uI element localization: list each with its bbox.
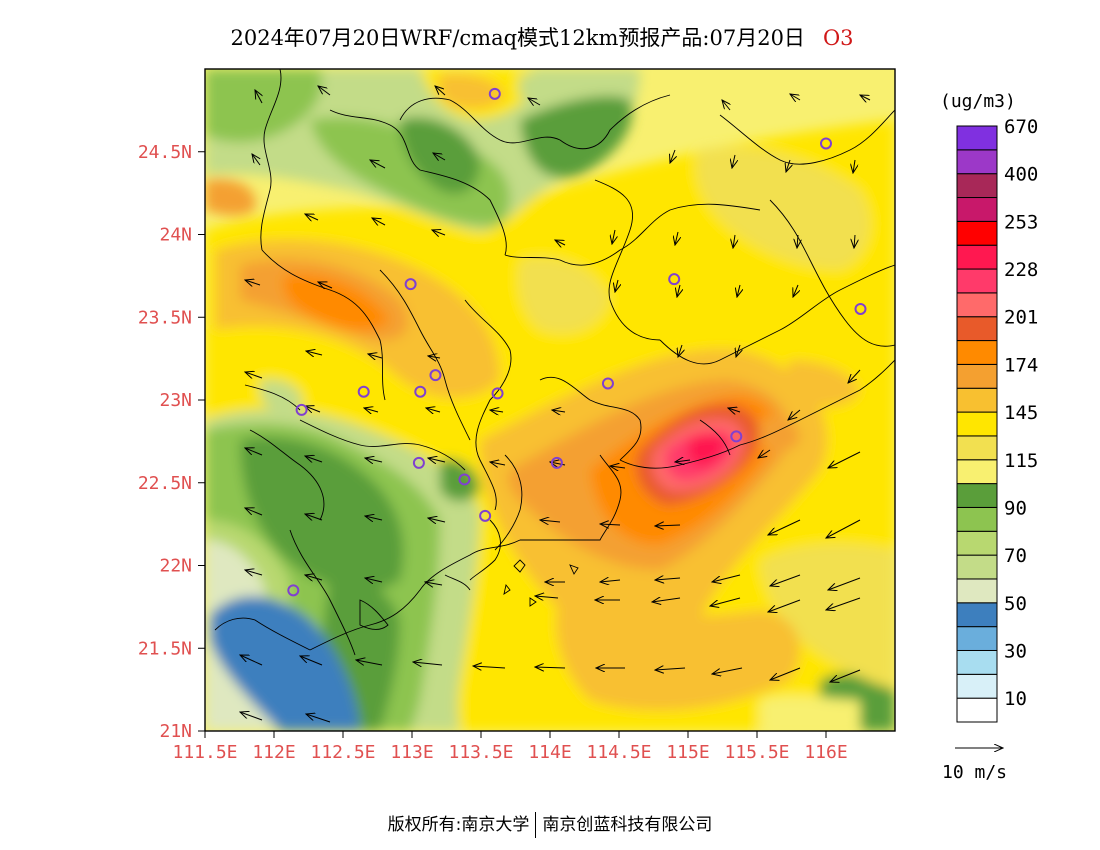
station-marker bbox=[287, 584, 300, 597]
station-marker bbox=[412, 456, 425, 469]
colorbar-label: 145 bbox=[1004, 402, 1038, 424]
lat-tick-label: 24.5N bbox=[138, 142, 192, 163]
wind-legend-label: 10 m/s bbox=[942, 762, 1007, 783]
colorbar-swatch bbox=[956, 220, 998, 246]
colorbar-label: 90 bbox=[1004, 497, 1027, 519]
colorbar-label: 10 bbox=[1004, 688, 1027, 710]
colorbar-swatch bbox=[956, 602, 998, 628]
colorbar-swatch bbox=[956, 363, 998, 389]
colorbar-swatch bbox=[956, 578, 998, 604]
map-title: 2024年07月20日WRF/cmaq模式12km预报产品:07月20日 O3 bbox=[0, 22, 1084, 52]
lon-tick-label: 114.5E bbox=[586, 742, 651, 763]
station-marker bbox=[730, 430, 743, 443]
colorbar-swatch bbox=[956, 435, 998, 461]
colorbar-label: 253 bbox=[1004, 211, 1038, 233]
lon-tick-label: 115E bbox=[666, 742, 709, 763]
station-marker bbox=[479, 509, 492, 522]
station-marker bbox=[550, 456, 563, 469]
copyright-footer: 版权所有:南京大学 南京创蓝科技有限公司 bbox=[0, 810, 1100, 838]
lat-tick-label: 24N bbox=[159, 225, 192, 246]
colorbar-swatch bbox=[956, 411, 998, 437]
colorbar-swatch bbox=[956, 697, 998, 723]
ozone-field bbox=[205, 69, 895, 731]
colorbar-unit: (ug/m3) bbox=[940, 91, 1016, 112]
colorbar-label: 30 bbox=[1004, 640, 1027, 662]
lon-tick-label: 112.5E bbox=[310, 742, 375, 763]
lon-tick-label: 112E bbox=[252, 742, 295, 763]
lon-tick-label: 111.5E bbox=[172, 742, 237, 763]
wind-legend: 10 m/s bbox=[942, 748, 1007, 783]
colorbar-swatch bbox=[956, 673, 998, 699]
station-marker bbox=[854, 302, 867, 315]
station-marker bbox=[404, 278, 417, 291]
colorbar-label: 670 bbox=[1004, 116, 1038, 138]
footer-divider bbox=[535, 812, 537, 838]
station-marker bbox=[488, 87, 501, 100]
lon-tick-label: 113.5E bbox=[448, 742, 513, 763]
copyright-company: 南京创蓝科技有限公司 bbox=[542, 815, 713, 835]
lat-tick-label: 23N bbox=[159, 390, 192, 411]
lon-tick-label: 113E bbox=[390, 742, 433, 763]
colorbar-label: 115 bbox=[1004, 450, 1038, 472]
species-label: O3 bbox=[822, 26, 854, 50]
colorbar-label: 400 bbox=[1004, 164, 1038, 186]
colorbar-swatch bbox=[956, 292, 998, 318]
lon-tick-label: 115.5E bbox=[724, 742, 789, 763]
colorbar-swatch bbox=[956, 459, 998, 485]
station-marker bbox=[458, 473, 471, 486]
colorbar-swatch bbox=[956, 340, 998, 365]
station-marker bbox=[295, 403, 308, 416]
lat-tick-label: 22N bbox=[159, 556, 192, 577]
colorbar-label: 228 bbox=[1004, 259, 1038, 281]
boundaries bbox=[214, 69, 895, 656]
colorbar-label: 201 bbox=[1004, 307, 1038, 329]
lon-tick-label: 114E bbox=[528, 742, 571, 763]
lat-tick-label: 23.5N bbox=[138, 307, 192, 328]
station-marker bbox=[414, 385, 427, 398]
colorbar-swatch bbox=[956, 554, 998, 580]
longitude-axis: 111.5E 112E 112.5E 113E 113.5E 114E 114.5E 115E… bbox=[172, 731, 848, 763]
colorbar-label: 174 bbox=[1004, 354, 1038, 376]
colorbar-swatch bbox=[956, 530, 998, 556]
copyright-owner: 版权所有:南京大学 bbox=[387, 815, 530, 835]
colorbar-swatch bbox=[956, 506, 998, 532]
station-marker bbox=[429, 369, 442, 382]
colorbar-swatch bbox=[956, 149, 998, 175]
colorbar-swatch bbox=[956, 483, 998, 508]
station-marker bbox=[491, 387, 504, 400]
colorbar-swatch bbox=[956, 125, 998, 151]
station-marker bbox=[357, 385, 370, 398]
lon-tick-label: 116E bbox=[804, 742, 847, 763]
lat-tick-label: 21.5N bbox=[138, 638, 192, 659]
station-marker bbox=[601, 377, 614, 390]
station-marker bbox=[668, 273, 681, 286]
lat-tick-label: 21N bbox=[159, 721, 192, 742]
colorbar-swatch bbox=[956, 387, 998, 413]
colorbar-swatch bbox=[956, 173, 998, 199]
monitoring-stations bbox=[287, 87, 867, 597]
latitude-axis: 24.5N 24N 23.5N 23N 22.5N 22N 21.5N 21N bbox=[138, 142, 205, 742]
colorbar-swatch bbox=[956, 197, 998, 222]
colorbar-swatch bbox=[956, 649, 998, 675]
colorbar: (ug/m3) 10 30 50 70 90 115 145 174 201 228 253 400 6… bbox=[940, 91, 1038, 723]
colorbar-swatch bbox=[956, 316, 998, 342]
colorbar-label: 70 bbox=[1004, 545, 1027, 567]
colorbar-swatch bbox=[956, 626, 998, 651]
colorbar-label: 50 bbox=[1004, 593, 1027, 615]
title-text: 2024年07月20日WRF/cmaq模式12km预报产品:07月20日 bbox=[230, 26, 805, 50]
colorbar-swatch bbox=[956, 268, 998, 294]
lat-tick-label: 22.5N bbox=[138, 473, 192, 494]
wind-vectors bbox=[240, 86, 871, 723]
station-marker bbox=[820, 137, 832, 150]
colorbar-swatch bbox=[956, 244, 998, 270]
